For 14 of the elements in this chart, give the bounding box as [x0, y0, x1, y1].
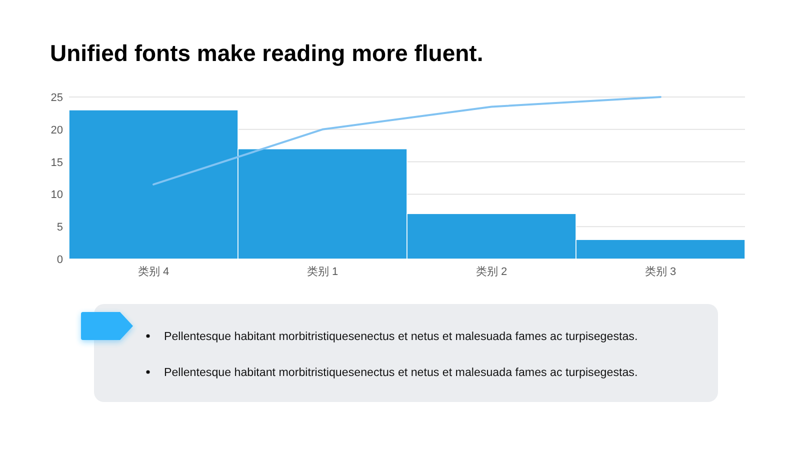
text: Pellentesque habitant morbitristiquesenectus et netus et malesuada fames ac turpisegestas.	[164, 330, 638, 343]
y-tick-label: 10	[50, 189, 63, 202]
y-tick-label: 20	[50, 124, 63, 136]
x-tick-label: 类别 2	[476, 265, 508, 278]
x-tick-label: 类别 1	[306, 265, 338, 278]
y-tick-label: 5	[56, 222, 63, 234]
text: Pellentesque habitant morbitristiquesenectus et netus et malesuada fames ac turpisegestas.	[164, 366, 638, 379]
line-series	[152, 96, 662, 186]
y-tick-label: 0	[56, 254, 63, 266]
y-tick-label: 15	[50, 156, 63, 169]
chart-title: Unified fonts make reading more fluent.	[50, 40, 484, 66]
x-tick-label: 类别 3	[644, 265, 676, 278]
x-tick-label: 类别 4	[138, 265, 170, 278]
y-tick-label: 25	[50, 92, 63, 104]
